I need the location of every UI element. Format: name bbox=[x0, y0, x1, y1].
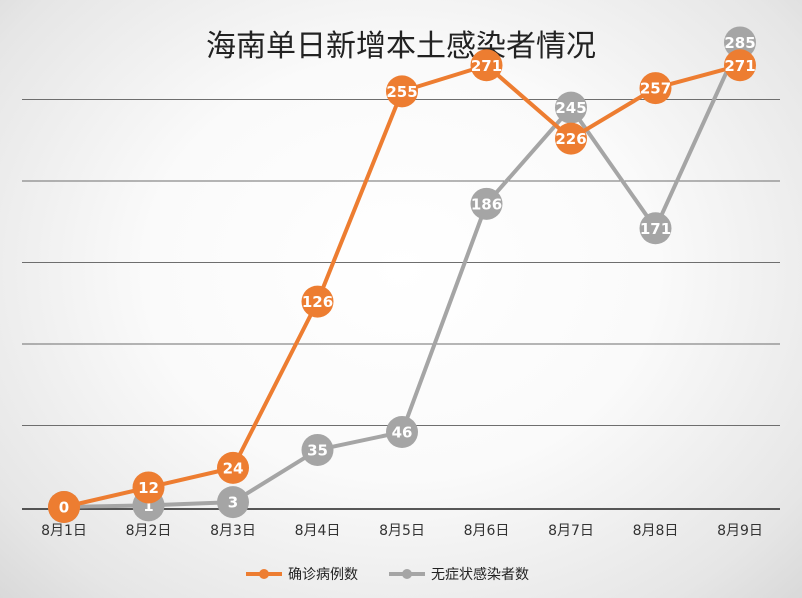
data-label: 226 bbox=[555, 130, 586, 148]
x-tick-label: 8月3日 bbox=[210, 523, 256, 539]
data-point bbox=[470, 187, 503, 220]
data-label: 271 bbox=[724, 57, 755, 75]
series-2: 0 1 3 35 46 186 245 171 285 bbox=[48, 26, 756, 523]
data-label: 285 bbox=[724, 34, 755, 52]
legend-item[interactable]: 确诊病例数 bbox=[246, 567, 358, 583]
x-axis-ticks: 8月1日 8月2日 8月3日 8月4日 8月5日 8月6日 8月7日 8月8日 8月9日 bbox=[41, 523, 763, 539]
legend-swatch-marker bbox=[402, 569, 412, 579]
data-point bbox=[132, 471, 165, 504]
data-label: 35 bbox=[307, 441, 328, 459]
data-point bbox=[386, 75, 418, 108]
data-point bbox=[48, 491, 80, 523]
x-tick-label: 8月4日 bbox=[295, 523, 341, 539]
data-point bbox=[217, 486, 249, 519]
data-label: 257 bbox=[640, 80, 671, 98]
data-label: 1 bbox=[143, 497, 153, 515]
x-tick-label: 8月5日 bbox=[379, 523, 425, 539]
data-point bbox=[301, 285, 334, 318]
data-label: 255 bbox=[386, 83, 417, 101]
data-point bbox=[301, 433, 334, 466]
data-label: 3 bbox=[228, 494, 238, 512]
data-label: 46 bbox=[392, 424, 413, 442]
data-label: 0 bbox=[59, 499, 69, 517]
x-tick-label: 8月2日 bbox=[126, 523, 172, 539]
data-label: 186 bbox=[471, 195, 502, 213]
data-point bbox=[639, 72, 672, 105]
x-tick-label: 8月8日 bbox=[633, 523, 679, 539]
x-tick-label: 8月7日 bbox=[548, 523, 594, 539]
chart-title: 海南单日新增本土感染者情况 bbox=[206, 29, 596, 64]
series-1: 0 12 24 126 255 271 226 257 271 bbox=[48, 49, 756, 523]
legend-item[interactable]: 无症状感染者数 bbox=[389, 566, 529, 583]
data-point bbox=[724, 49, 756, 82]
data-label: 245 bbox=[555, 99, 586, 117]
data-label: 126 bbox=[302, 293, 333, 311]
data-point bbox=[555, 91, 587, 124]
legend-label: 确诊病例数 bbox=[288, 567, 358, 583]
data-label: 271 bbox=[471, 57, 502, 75]
data-point bbox=[639, 212, 672, 245]
x-tick-label: 8月1日 bbox=[41, 523, 87, 539]
x-tick-label: 8月9日 bbox=[717, 523, 763, 539]
data-label: 12 bbox=[138, 479, 159, 497]
data-label: 24 bbox=[223, 459, 244, 477]
legend-label: 无症状感染者数 bbox=[431, 566, 529, 583]
legend-swatch-marker bbox=[259, 569, 269, 579]
data-point bbox=[386, 416, 418, 449]
x-tick-label: 8月6日 bbox=[464, 523, 510, 539]
data-point bbox=[724, 26, 756, 59]
data-point bbox=[555, 122, 587, 155]
data-point bbox=[217, 451, 249, 484]
legend[interactable]: 确诊病例数 无症状感染者数 bbox=[246, 566, 529, 583]
data-label: 171 bbox=[640, 220, 671, 238]
data-point bbox=[470, 49, 503, 82]
